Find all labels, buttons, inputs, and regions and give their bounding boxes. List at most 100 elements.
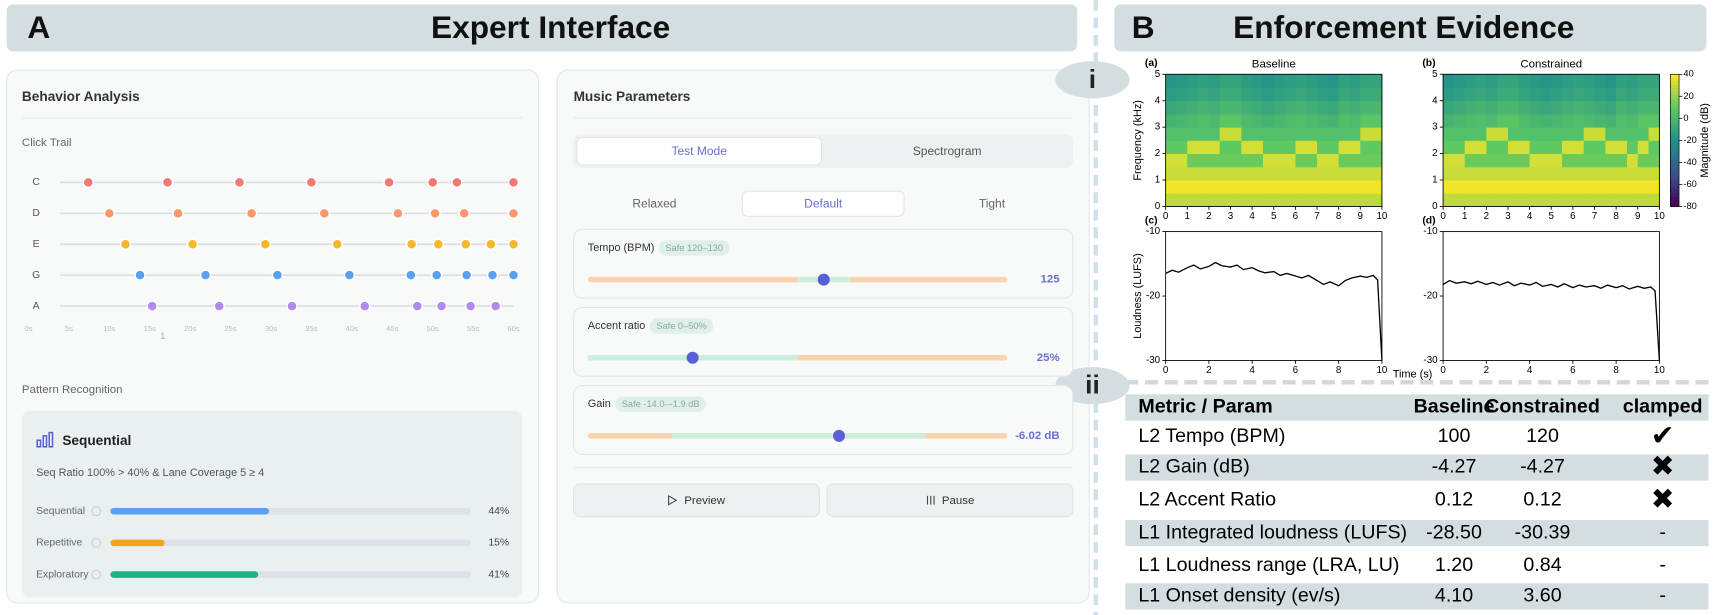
heat-cell [1551, 127, 1563, 141]
x-tick-label: 1 [1462, 211, 1467, 222]
heat-cell [1241, 153, 1253, 168]
colorbar-step [1670, 176, 1680, 181]
heat-cell [1252, 193, 1264, 207]
heat-cell [1198, 166, 1210, 181]
heat-cell [1518, 153, 1531, 168]
colorbar-step [1670, 107, 1680, 112]
bar-value: 15% [488, 538, 509, 549]
heat-cell [1497, 74, 1509, 88]
click-dot [460, 238, 472, 250]
safe-badge [649, 318, 714, 334]
colorbar-step [1670, 163, 1680, 168]
heat-cell [1187, 100, 1199, 115]
table-cell: 3.60 [1523, 585, 1561, 607]
x-tick-label: 2 [1206, 211, 1211, 222]
heat-cell [1262, 166, 1275, 181]
x-tick-label: 50s [427, 324, 439, 333]
heat-cell [1572, 113, 1585, 128]
heat-cell [1605, 166, 1617, 181]
heat-cell [1208, 127, 1221, 141]
heat-cell [1443, 100, 1455, 115]
heat-cell [1295, 153, 1307, 168]
heat-cell [1540, 166, 1552, 181]
table-header: Metric / Param [1138, 396, 1272, 418]
colorbar-step [1670, 150, 1680, 155]
heat-cell [1327, 153, 1340, 168]
heat-cell [1626, 74, 1639, 88]
heat-cell [1262, 127, 1275, 141]
heat-cell [1529, 193, 1541, 207]
heat-cell [1616, 193, 1628, 207]
table-cell: L2 Gain (dB) [1138, 456, 1249, 478]
heat-cell [1583, 153, 1595, 168]
heat-cell [1241, 140, 1253, 155]
heat-cell [1219, 87, 1231, 102]
heat-cell [1443, 166, 1455, 181]
heat-cell [1360, 127, 1372, 141]
heat-cell [1230, 127, 1242, 141]
x-tick-label: 0 [1440, 365, 1446, 376]
mode[interactable]: Default [804, 196, 843, 210]
slider-thumb[interactable] [686, 351, 699, 364]
heat-cell [1208, 193, 1221, 207]
slider-thumb[interactable] [817, 273, 830, 286]
heat-cell [1273, 180, 1286, 194]
heat-cell [1327, 127, 1340, 141]
table-cell: L1 Integrated loudness (LUFS) [1138, 521, 1407, 543]
x-tick-label: 6 [1570, 365, 1576, 376]
heat-cell [1327, 87, 1340, 102]
play-icon [668, 494, 678, 506]
button[interactable] [573, 483, 820, 518]
tab[interactable]: Spectrogram [913, 144, 982, 158]
slider-thumb[interactable] [833, 429, 846, 442]
y-tick-label: 3 [1155, 122, 1161, 133]
header-bar [1114, 4, 1707, 52]
heat-cell [1338, 140, 1350, 155]
x-tick-label: 55s [467, 324, 479, 333]
mode[interactable]: Tight [979, 196, 1006, 210]
heat-cell [1306, 74, 1318, 88]
tab[interactable]: Test Mode [672, 144, 728, 158]
plot-area [1165, 231, 1382, 361]
bar-value: 44% [488, 506, 509, 517]
bar-label: Exploratory [36, 569, 89, 580]
heat-cell [1198, 153, 1210, 168]
heat-cell [1338, 87, 1350, 102]
button-label[interactable]: Preview [684, 495, 725, 507]
heat-cell [1349, 153, 1361, 168]
heat-cell [1605, 100, 1617, 115]
heat-cell [1540, 74, 1552, 88]
heat-cell [1338, 166, 1350, 181]
heat-cell [1241, 166, 1253, 181]
heat-cell [1497, 153, 1509, 168]
heat-cell [1572, 74, 1585, 88]
y-tick-label: -30 [1146, 355, 1161, 366]
section-title: Pattern Recognition [22, 384, 123, 396]
safe-label: Safe -14.0–-1.9 dB [622, 399, 700, 409]
heat-cell [1453, 140, 1466, 155]
heat-cell [1486, 74, 1498, 88]
heat-cell [1453, 180, 1466, 194]
mode[interactable]: Relaxed [632, 196, 676, 210]
table-cell: -30.39 [1515, 521, 1571, 543]
heat-cell [1306, 166, 1318, 181]
x-tick-label: 2 [1484, 365, 1489, 376]
heat-cell [1338, 193, 1350, 207]
table-cell: 100 [1438, 425, 1471, 447]
colorbar-step [1670, 180, 1680, 184]
heat-cell [1583, 166, 1595, 181]
heat-cell [1338, 113, 1350, 128]
heat-cell [1626, 127, 1639, 141]
slider-label: Tempo (BPM) [588, 242, 655, 254]
heat-cell [1594, 127, 1606, 141]
colorbar-step [1670, 77, 1680, 82]
heat-cell [1529, 166, 1541, 181]
heat-cell [1360, 87, 1372, 102]
x-tick-label: 6 [1293, 211, 1299, 222]
click-dot [331, 238, 343, 250]
button[interactable] [826, 483, 1074, 518]
heat-cell [1562, 153, 1574, 168]
button-label[interactable]: Pause [942, 495, 974, 507]
heat-cell [1165, 127, 1177, 141]
heat-cell [1317, 74, 1329, 88]
